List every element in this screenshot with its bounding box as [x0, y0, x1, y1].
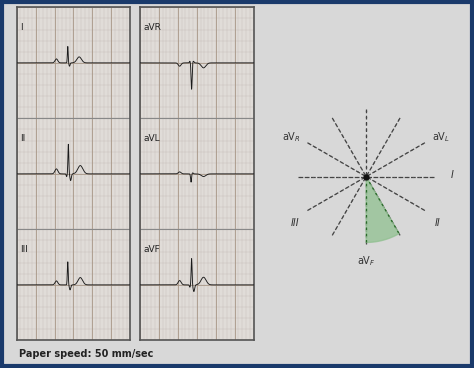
Text: aVR: aVR — [143, 22, 161, 32]
Text: aV$_F$: aV$_F$ — [357, 255, 375, 268]
Text: II: II — [20, 134, 25, 142]
Text: aV$_L$: aV$_L$ — [432, 130, 450, 144]
Text: aV$_R$: aV$_R$ — [282, 130, 301, 144]
Text: aVL: aVL — [143, 134, 160, 142]
Text: II: II — [435, 218, 440, 228]
Text: I: I — [20, 22, 23, 32]
Text: Paper speed: 50 mm/sec: Paper speed: 50 mm/sec — [19, 349, 153, 359]
Text: aVF: aVF — [143, 245, 160, 254]
Polygon shape — [366, 177, 399, 243]
Text: III: III — [20, 245, 28, 254]
Text: III: III — [291, 218, 299, 228]
Text: I: I — [451, 170, 454, 180]
